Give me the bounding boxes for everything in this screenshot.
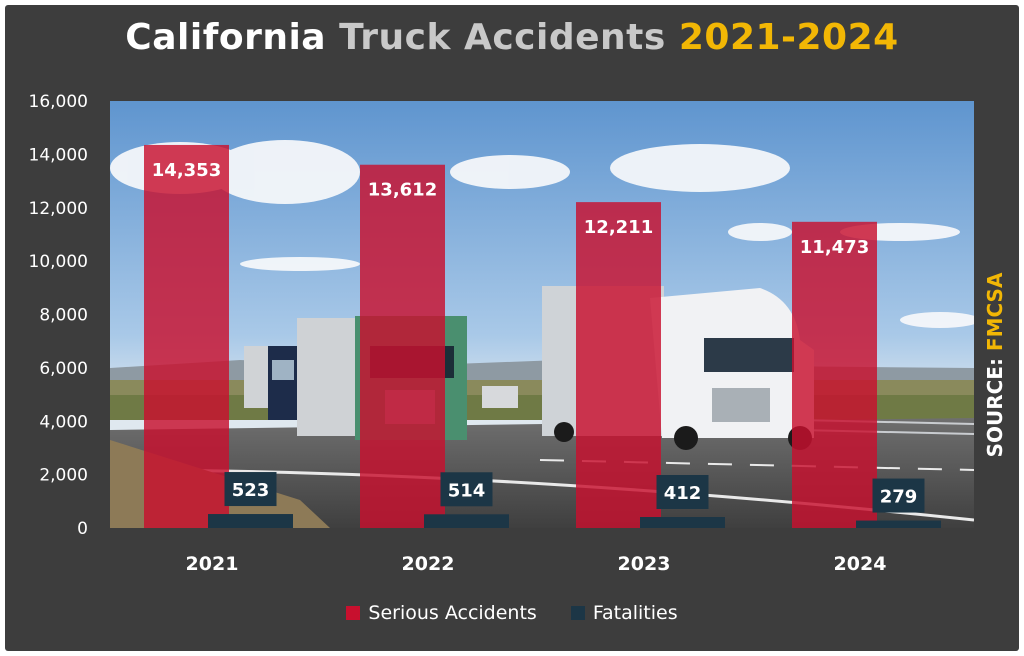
bar-fatalities <box>640 517 725 528</box>
y-axis: 0 2,000 4,000 6,000 8,000 10,000 12,000 14,000 1… <box>29 92 88 539</box>
chart-title: California Truck Accidents 2021-2024 <box>0 10 1024 66</box>
data-label-box-fatalities <box>224 472 277 507</box>
legend: Serious Accidents Fatalities <box>0 602 1024 624</box>
bar-fatalities <box>424 514 509 528</box>
legend-swatch-serious <box>346 606 361 620</box>
x-tick-label: 2022 <box>402 553 455 575</box>
bar-serious-accidents <box>576 202 661 528</box>
x-axis: 2021 2022 2023 2024 <box>186 553 887 575</box>
data-label-serious: 13,612 <box>368 180 437 201</box>
y-tick-label: 12,000 <box>29 199 88 219</box>
legend-swatch-fatalities <box>570 606 585 620</box>
source-note: SOURCE: FMCSA <box>983 273 1007 458</box>
x-tick-label: 2021 <box>186 553 239 575</box>
y-tick-label: 16,000 <box>29 92 88 112</box>
data-label-serious: 14,353 <box>152 160 221 181</box>
x-tick-label: 2023 <box>618 553 671 575</box>
x-tick-label: 2024 <box>834 553 887 575</box>
legend-label-serious: Serious Accidents <box>368 602 537 624</box>
bar-serious-accidents <box>360 164 445 529</box>
bar-fatalities <box>208 514 293 528</box>
y-tick-label: 2,000 <box>39 466 88 486</box>
y-tick-label: 14,000 <box>29 145 88 165</box>
data-label-fatalities: 279 <box>880 487 918 508</box>
data-label-box-fatalities <box>872 478 925 513</box>
legend-label-fatalities: Fatalities <box>592 602 678 624</box>
y-tick-label: 6,000 <box>39 359 88 379</box>
y-tick-label: 8,000 <box>39 306 88 326</box>
title-part-california: California <box>125 17 327 58</box>
y-tick-label: 0 <box>77 519 88 539</box>
y-tick-label: 4,000 <box>39 412 88 432</box>
data-label-serious: 11,473 <box>800 237 869 258</box>
y-tick-label: 10,000 <box>29 252 88 272</box>
source-label: SOURCE: <box>983 358 1007 458</box>
data-label-fatalities: 523 <box>232 480 270 501</box>
source-value: FMCSA <box>983 272 1007 352</box>
bars-group <box>144 144 941 529</box>
data-label-box-fatalities <box>440 472 493 507</box>
bar-serious-accidents <box>144 144 229 528</box>
title-part-truck-accidents: Truck Accidents <box>339 17 666 58</box>
data-label-serious: 12,211 <box>584 217 653 238</box>
data-label-box-fatalities <box>656 475 709 510</box>
legend-item-serious: Serious Accidents <box>346 602 537 624</box>
bar-serious-accidents <box>792 221 877 528</box>
bar-fatalities <box>856 520 941 528</box>
data-label-fatalities: 514 <box>448 480 486 501</box>
legend-item-fatalities: Fatalities <box>570 602 678 624</box>
title-part-years: 2021-2024 <box>678 17 899 58</box>
data-label-fatalities: 412 <box>664 483 702 504</box>
data-labels-group: 14,353 523 13,612 514 12,211 412 11,473 279 <box>152 160 925 513</box>
